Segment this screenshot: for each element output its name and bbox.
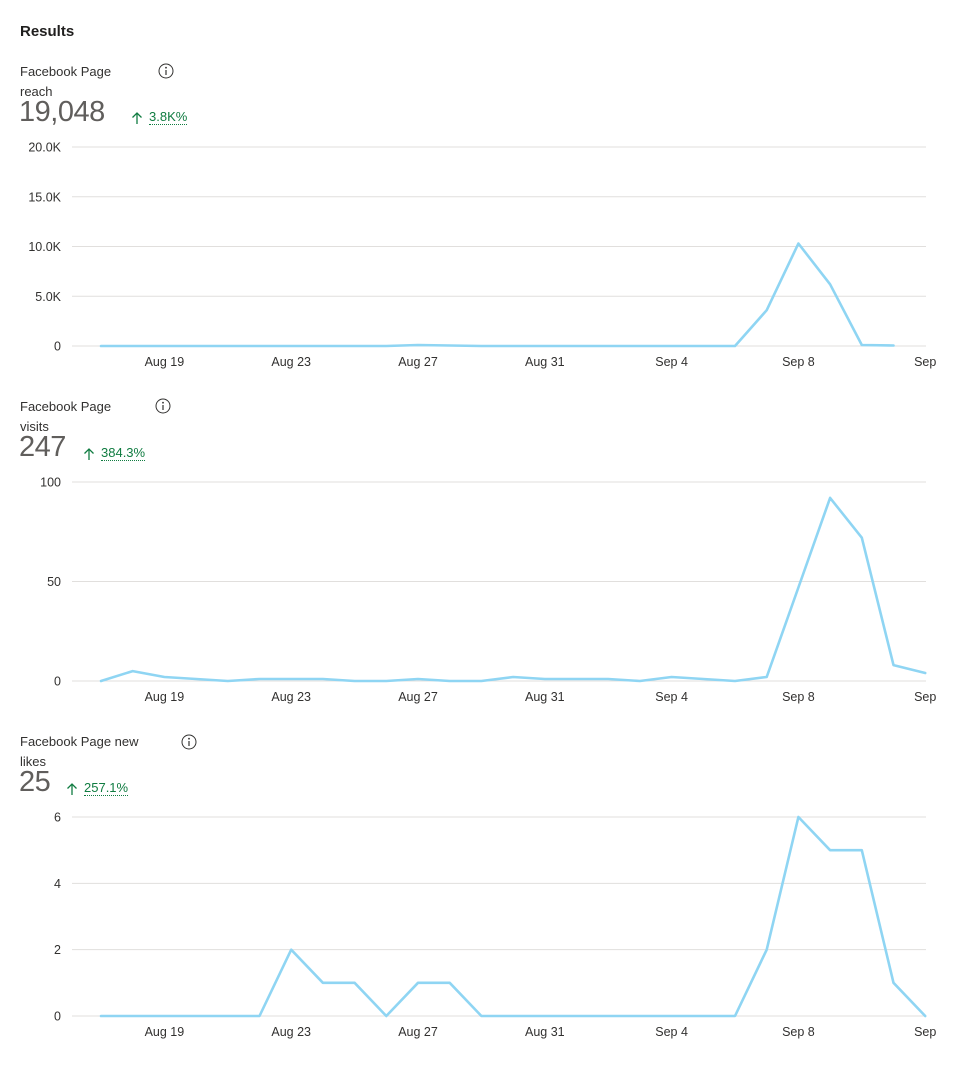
metric-label-line: visits — [20, 419, 49, 434]
x-tick-label: Aug 27 — [398, 690, 438, 704]
x-tick-label: Sep 4 — [655, 1025, 688, 1039]
x-tick-label: Aug 19 — [145, 355, 185, 369]
metric-label: Facebook Page reach — [20, 62, 111, 102]
info-circle-icon[interactable] — [158, 63, 174, 79]
metric-label-line: Facebook Page — [20, 399, 112, 414]
x-tick-label: Sep — [914, 355, 936, 369]
series-line[interactable] — [99, 815, 927, 1018]
metric-value: 25 — [19, 766, 51, 798]
trend-percent: 257.1% — [84, 780, 129, 796]
metric-value: 247 — [19, 431, 66, 463]
metric-label-line: Facebook Page new — [20, 734, 139, 749]
x-tick-label: Aug 31 — [525, 355, 565, 369]
y-tick-label: 2 — [54, 943, 61, 957]
x-tick-label: Aug 19 — [145, 1025, 185, 1039]
x-tick-label: Sep 4 — [655, 690, 688, 704]
y-tick-label: 6 — [54, 811, 61, 825]
trend-indicator[interactable]: 257.1% — [66, 780, 129, 796]
metric-label: Facebook Page new likes — [20, 732, 139, 772]
y-tick-label: 0 — [54, 1010, 61, 1024]
x-tick-label: Aug 19 — [145, 690, 185, 704]
y-tick-label: 0 — [54, 340, 61, 354]
x-tick-label: Aug 27 — [398, 355, 438, 369]
new-likes-line-chart: 0 2 4 6 Aug 19 Aug 23 Aug 27 Aug 31 Sep 4 Sep 8 Se… — [54, 811, 936, 1040]
metric-value: 19,048 — [19, 96, 105, 128]
x-tick-label: Sep 8 — [782, 690, 815, 704]
y-tick-label: 20.0K — [28, 141, 61, 155]
x-tick-label: Sep 4 — [655, 355, 688, 369]
x-tick-label: Sep — [914, 690, 936, 704]
y-tick-label: 4 — [54, 877, 61, 891]
series-line[interactable] — [99, 496, 927, 683]
trend-percent: 3.8K% — [149, 109, 188, 125]
metric-label: Facebook Page visits — [20, 397, 111, 437]
y-tick-label: 5.0K — [35, 290, 61, 304]
metric-label-line: reach — [20, 84, 53, 99]
info-circle-icon[interactable] — [181, 734, 197, 750]
x-tick-label: Aug 23 — [271, 690, 311, 704]
metric-label-line: Facebook Page — [20, 64, 112, 79]
x-tick-label: Sep 8 — [782, 1025, 815, 1039]
arrow-up-icon — [67, 782, 77, 795]
x-tick-label: Aug 27 — [398, 1025, 438, 1039]
x-tick-label: Sep — [914, 1025, 936, 1039]
x-tick-label: Aug 23 — [271, 355, 311, 369]
reach-line-chart: 0 5.0K 10.0K 15.0K 20.0K Aug 19 Aug 23 Aug 27 Au… — [28, 141, 936, 370]
y-tick-label: 15.0K — [28, 190, 61, 204]
trend-indicator[interactable]: 3.8K% — [131, 109, 188, 125]
metric-label-line: likes — [20, 754, 47, 769]
page-title: Results — [20, 23, 75, 40]
x-tick-label: Sep 8 — [782, 355, 815, 369]
y-tick-label: 0 — [54, 675, 61, 689]
y-tick-label: 100 — [40, 476, 61, 490]
series-line[interactable] — [99, 242, 895, 348]
y-tick-label: 10.0K — [28, 240, 61, 254]
arrow-up-icon — [84, 447, 94, 460]
y-tick-label: 50 — [47, 575, 61, 589]
x-tick-label: Aug 23 — [271, 1025, 311, 1039]
x-tick-label: Aug 31 — [525, 690, 565, 704]
info-circle-icon[interactable] — [155, 398, 171, 414]
visits-line-chart: 0 50 100 Aug 19 Aug 23 Aug 27 Aug 31 Sep 4 Sep 8… — [40, 476, 936, 705]
arrow-up-icon — [132, 111, 142, 124]
x-tick-label: Aug 31 — [525, 1025, 565, 1039]
trend-indicator[interactable]: 384.3% — [83, 445, 146, 461]
trend-percent: 384.3% — [101, 445, 146, 461]
